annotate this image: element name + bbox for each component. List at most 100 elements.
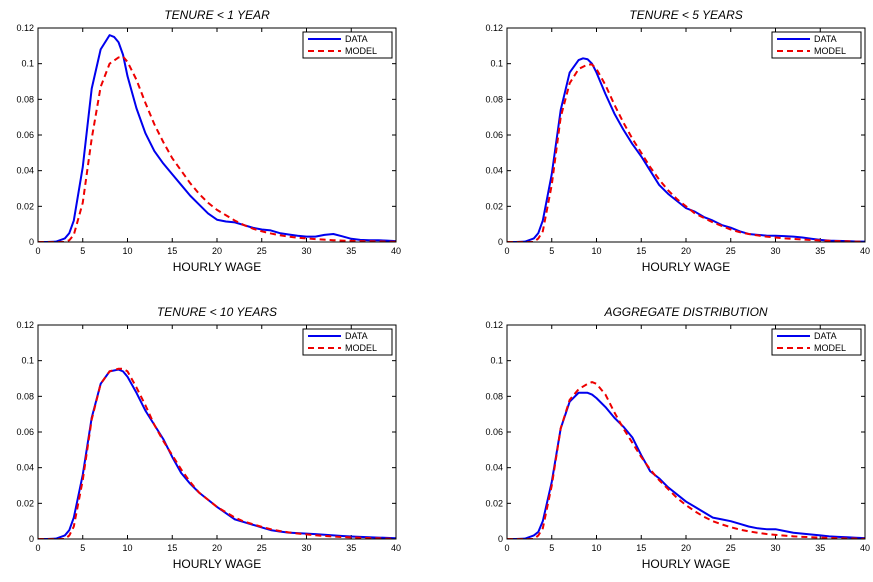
x-tick-label: 10	[591, 246, 601, 256]
x-tick-label: 25	[257, 246, 267, 256]
chart-title: TENURE < 5 YEARS	[629, 8, 742, 22]
y-tick-label: 0.12	[16, 320, 34, 330]
legend-label-data: DATA	[814, 331, 837, 341]
x-tick-label: 5	[549, 246, 554, 256]
y-tick-label: 0.1	[21, 59, 34, 69]
y-tick-label: 0.04	[485, 463, 503, 473]
y-tick-label: 0	[29, 237, 34, 247]
y-tick-label: 0.06	[16, 130, 34, 140]
legend-label-data: DATA	[345, 331, 368, 341]
y-tick-label: 0	[498, 237, 503, 247]
chart-title: TENURE < 1 YEAR	[164, 8, 270, 22]
x-tick-label: 5	[80, 543, 85, 553]
x-tick-label: 25	[257, 543, 267, 553]
y-tick-label: 0.06	[16, 427, 34, 437]
x-tick-label: 35	[346, 246, 356, 256]
legend-label-model: MODEL	[814, 343, 846, 353]
y-tick-label: 0.04	[16, 463, 34, 473]
chart-title: TENURE < 10 YEARS	[157, 305, 277, 319]
chart-panel-3: TENURE < 10 YEARS HOURLY WAGE 0 5 10 15 20 25 30…	[16, 305, 401, 571]
x-tick-label: 15	[636, 543, 646, 553]
plot-frame	[37, 324, 397, 540]
x-axis-label: HOURLY WAGE	[173, 557, 261, 571]
legend-box	[771, 31, 862, 59]
y-tick-label: 0.02	[485, 201, 503, 211]
x-tick-label: 30	[770, 543, 780, 553]
series-line-data	[507, 57, 865, 242]
plot-frame	[506, 27, 866, 243]
y-tick-label: 0.04	[485, 166, 503, 176]
y-tick-label: 0.08	[16, 94, 34, 104]
chart-panel-4: AGGREGATE DISTRIBUTION HOURLY WAGE 0 5 10 15 2…	[485, 305, 870, 571]
x-tick-label: 10	[122, 246, 132, 256]
legend: DATA MODEL	[302, 328, 393, 356]
x-axis-label: HOURLY WAGE	[173, 260, 261, 274]
x-tick-label: 30	[770, 246, 780, 256]
x-tick-label: 25	[726, 543, 736, 553]
y-tick-label: 0	[29, 534, 34, 544]
chart-panel-1: TENURE < 1 YEAR HOURLY WAGE 0 5 10 15 20 25 30 35…	[16, 8, 401, 274]
x-tick-label: 40	[391, 246, 401, 256]
x-tick-label: 15	[636, 246, 646, 256]
y-tick-label: 0.08	[485, 94, 503, 104]
x-axis-label: HOURLY WAGE	[642, 260, 730, 274]
chart-title: AGGREGATE DISTRIBUTION	[603, 305, 767, 319]
y-tick-label: 0.02	[16, 498, 34, 508]
x-tick-label: 20	[681, 543, 691, 553]
x-tick-label: 0	[35, 543, 40, 553]
legend-label-model: MODEL	[345, 343, 377, 353]
chart-panel-2: TENURE < 5 YEARS HOURLY WAGE 0 5 10 15 20 25 30 3…	[485, 8, 870, 274]
plot-frame	[506, 324, 866, 540]
y-tick-label: 0.1	[490, 59, 503, 69]
legend: DATA MODEL	[771, 31, 862, 59]
plot-area	[38, 325, 396, 539]
legend-label-model: MODEL	[345, 46, 377, 56]
x-tick-label: 15	[167, 246, 177, 256]
x-tick-label: 35	[346, 543, 356, 553]
x-tick-label: 40	[860, 246, 870, 256]
y-tick-label: 0.02	[485, 498, 503, 508]
x-tick-label: 10	[122, 543, 132, 553]
y-tick-label: 0.06	[485, 427, 503, 437]
x-tick-label: 20	[212, 246, 222, 256]
x-tick-label: 35	[815, 543, 825, 553]
y-tick-label: 0.08	[16, 391, 34, 401]
legend-label-data: DATA	[345, 34, 368, 44]
x-tick-label: 25	[726, 246, 736, 256]
x-tick-label: 30	[301, 246, 311, 256]
y-tick-label: 0.12	[16, 23, 34, 33]
series-line-model	[38, 55, 396, 242]
y-tick-label: 0.1	[21, 356, 34, 366]
series-line-model	[38, 367, 396, 539]
x-tick-label: 40	[391, 543, 401, 553]
legend-box	[302, 31, 393, 59]
y-tick-label: 0.12	[485, 320, 503, 330]
legend-label-model: MODEL	[814, 46, 846, 56]
x-axis-label: HOURLY WAGE	[642, 557, 730, 571]
legend-box	[302, 328, 393, 356]
legend-label-data: DATA	[814, 34, 837, 44]
legend: DATA MODEL	[771, 328, 862, 356]
y-tick-label: 0.12	[485, 23, 503, 33]
x-tick-label: 35	[815, 246, 825, 256]
plot-area	[507, 28, 865, 242]
y-tick-label: 0.08	[485, 391, 503, 401]
x-tick-label: 30	[301, 543, 311, 553]
x-tick-label: 40	[860, 543, 870, 553]
x-tick-label: 10	[591, 543, 601, 553]
x-tick-label: 5	[80, 246, 85, 256]
x-tick-label: 20	[212, 543, 222, 553]
series-line-model	[507, 381, 865, 539]
x-tick-label: 0	[504, 543, 509, 553]
legend: DATA MODEL	[302, 31, 393, 59]
plot-area	[507, 325, 865, 539]
y-tick-label: 0.04	[16, 166, 34, 176]
legend-box	[771, 328, 862, 356]
y-tick-label: 0.02	[16, 201, 34, 211]
y-tick-label: 0	[498, 534, 503, 544]
x-tick-label: 5	[549, 543, 554, 553]
y-tick-label: 0.1	[490, 356, 503, 366]
y-tick-label: 0.06	[485, 130, 503, 140]
